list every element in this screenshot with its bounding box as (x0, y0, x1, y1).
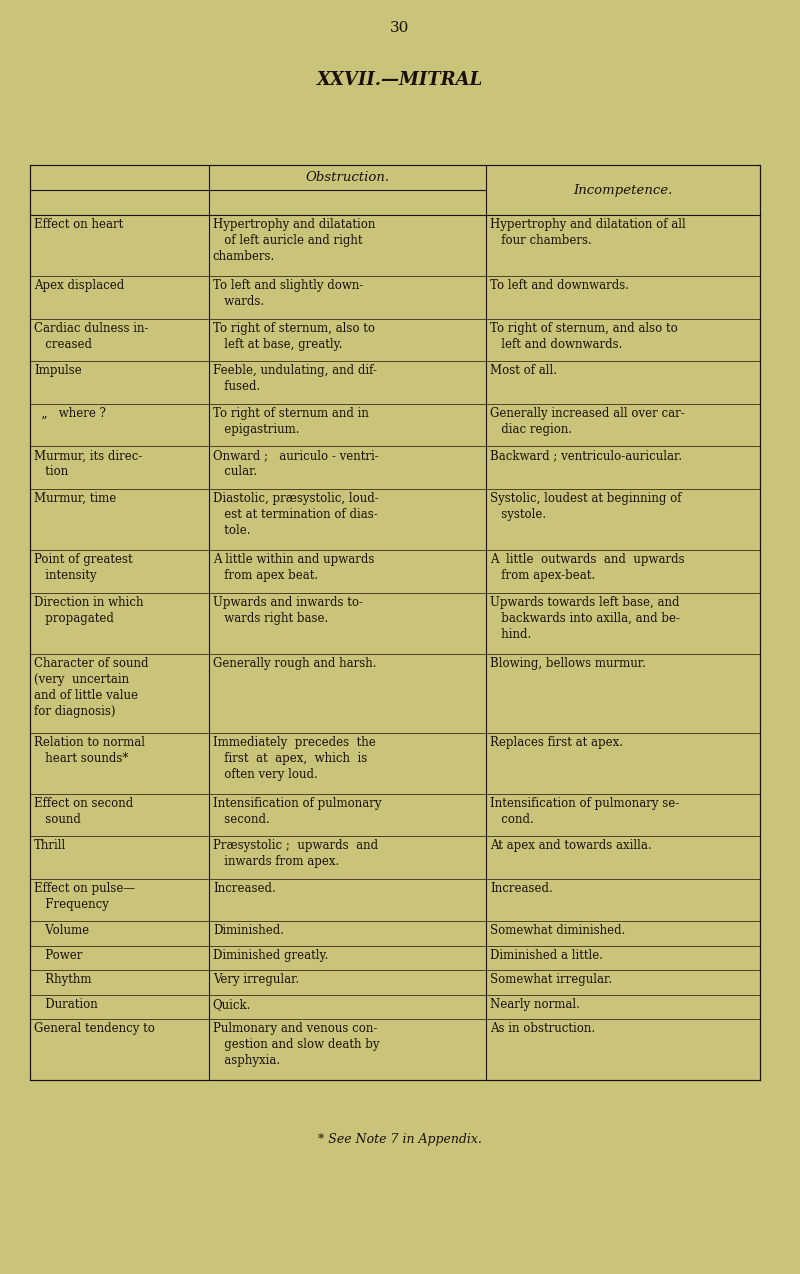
Text: Diminished a little.: Diminished a little. (490, 949, 603, 962)
Text: Diminished.: Diminished. (213, 925, 284, 938)
Text: Effect on pulse—
   Frequency: Effect on pulse— Frequency (34, 882, 135, 911)
Text: A little within and upwards
   from apex beat.: A little within and upwards from apex be… (213, 553, 374, 582)
Text: Power: Power (34, 949, 82, 962)
Text: To right of sternum, also to
   left at base, greatly.: To right of sternum, also to left at bas… (213, 321, 375, 350)
Text: Obstruction.: Obstruction. (306, 171, 390, 183)
Text: Thrill: Thrill (34, 840, 66, 852)
Text: Somewhat diminished.: Somewhat diminished. (490, 925, 626, 938)
Text: Impulse: Impulse (34, 364, 82, 377)
Text: Increased.: Increased. (213, 882, 275, 894)
Text: Upwards towards left base, and
   backwards into axilla, and be-
   hind.: Upwards towards left base, and backwards… (490, 596, 680, 641)
Text: Generally increased all over car-
   diac region.: Generally increased all over car- diac r… (490, 406, 685, 436)
Text: Character of sound
(very  uncertain
and of little value
for diagnosis): Character of sound (very uncertain and o… (34, 656, 149, 717)
Text: Intensification of pulmonary
   second.: Intensification of pulmonary second. (213, 796, 382, 826)
Text: Volume: Volume (34, 925, 89, 938)
Text: XXVII.—MITRAL: XXVII.—MITRAL (317, 71, 483, 89)
Text: Direction in which
   propagated: Direction in which propagated (34, 596, 143, 624)
Text: Apex displaced: Apex displaced (34, 279, 124, 292)
Bar (30, 166, 760, 1080)
Text: Feeble, undulating, and dif-
   fused.: Feeble, undulating, and dif- fused. (213, 364, 377, 394)
Text: * See Note 7 in Appendix.: * See Note 7 in Appendix. (318, 1134, 482, 1147)
Text: Replaces first at apex.: Replaces first at apex. (490, 735, 623, 749)
Text: Somewhat irregular.: Somewhat irregular. (490, 973, 612, 986)
Text: Murmur, its direc-
   tion: Murmur, its direc- tion (34, 450, 142, 479)
Text: Duration: Duration (34, 998, 98, 1010)
Text: Upwards and inwards to-
   wards right base.: Upwards and inwards to- wards right base… (213, 596, 363, 624)
Text: Generally rough and harsh.: Generally rough and harsh. (213, 656, 376, 670)
Text: To left and downwards.: To left and downwards. (490, 279, 630, 292)
Text: General tendency to: General tendency to (34, 1022, 155, 1034)
Text: Effect on second
   sound: Effect on second sound (34, 796, 134, 826)
Text: Blowing, bellows murmur.: Blowing, bellows murmur. (490, 656, 646, 670)
Text: Pulmonary and venous con-
   gestion and slow death by
   asphyxia.: Pulmonary and venous con- gestion and sl… (213, 1022, 379, 1068)
Text: Effect on heart: Effect on heart (34, 218, 123, 231)
Text: Hypertrophy and dilatation of all
   four chambers.: Hypertrophy and dilatation of all four c… (490, 218, 686, 247)
Text: Cardiac dulness in-
   creased: Cardiac dulness in- creased (34, 321, 149, 350)
Text: Quick.: Quick. (213, 998, 251, 1010)
Text: Incompetence.: Incompetence. (574, 183, 673, 196)
Text: Increased.: Increased. (490, 882, 553, 894)
Text: A  little  outwards  and  upwards
   from apex-beat.: A little outwards and upwards from apex-… (490, 553, 685, 582)
Text: Rhythm: Rhythm (34, 973, 91, 986)
Text: Intensification of pulmonary se-
   cond.: Intensification of pulmonary se- cond. (490, 796, 679, 826)
Text: To left and slightly down-
   wards.: To left and slightly down- wards. (213, 279, 363, 308)
Text: Backward ; ventriculo-auricular.: Backward ; ventriculo-auricular. (490, 450, 682, 462)
Text: As in obstruction.: As in obstruction. (490, 1022, 595, 1034)
Text: At apex and towards axilla.: At apex and towards axilla. (490, 840, 652, 852)
Text: Diastolic, præsystolic, loud-
   est at termination of dias-
   tole.: Diastolic, præsystolic, loud- est at ter… (213, 492, 378, 538)
Text: Hypertrophy and dilatation
   of left auricle and right
chambers.: Hypertrophy and dilatation of left auric… (213, 218, 375, 262)
Text: Relation to normal
   heart sounds*: Relation to normal heart sounds* (34, 735, 145, 764)
Text: Nearly normal.: Nearly normal. (490, 998, 580, 1010)
Text: To right of sternum and in
   epigastrium.: To right of sternum and in epigastrium. (213, 406, 369, 436)
Text: To right of sternum, and also to
   left and downwards.: To right of sternum, and also to left an… (490, 321, 678, 350)
Text: Diminished greatly.: Diminished greatly. (213, 949, 328, 962)
Text: Murmur, time: Murmur, time (34, 492, 116, 505)
Text: Very irregular.: Very irregular. (213, 973, 299, 986)
Text: Præsystolic ;  upwards  and
   inwards from apex.: Præsystolic ; upwards and inwards from a… (213, 840, 378, 868)
Text: Systolic, loudest at beginning of
   systole.: Systolic, loudest at beginning of systol… (490, 492, 682, 521)
Text: Immediately  precedes  the
   first  at  apex,  which  is
   often very loud.: Immediately precedes the first at apex, … (213, 735, 376, 781)
Text: Most of all.: Most of all. (490, 364, 558, 377)
Text: Onward ;   auriculo - ventri-
   cular.: Onward ; auriculo - ventri- cular. (213, 450, 378, 479)
Text: Point of greatest
   intensity: Point of greatest intensity (34, 553, 133, 582)
Text: „   where ?: „ where ? (34, 406, 106, 420)
Text: 30: 30 (390, 20, 410, 34)
